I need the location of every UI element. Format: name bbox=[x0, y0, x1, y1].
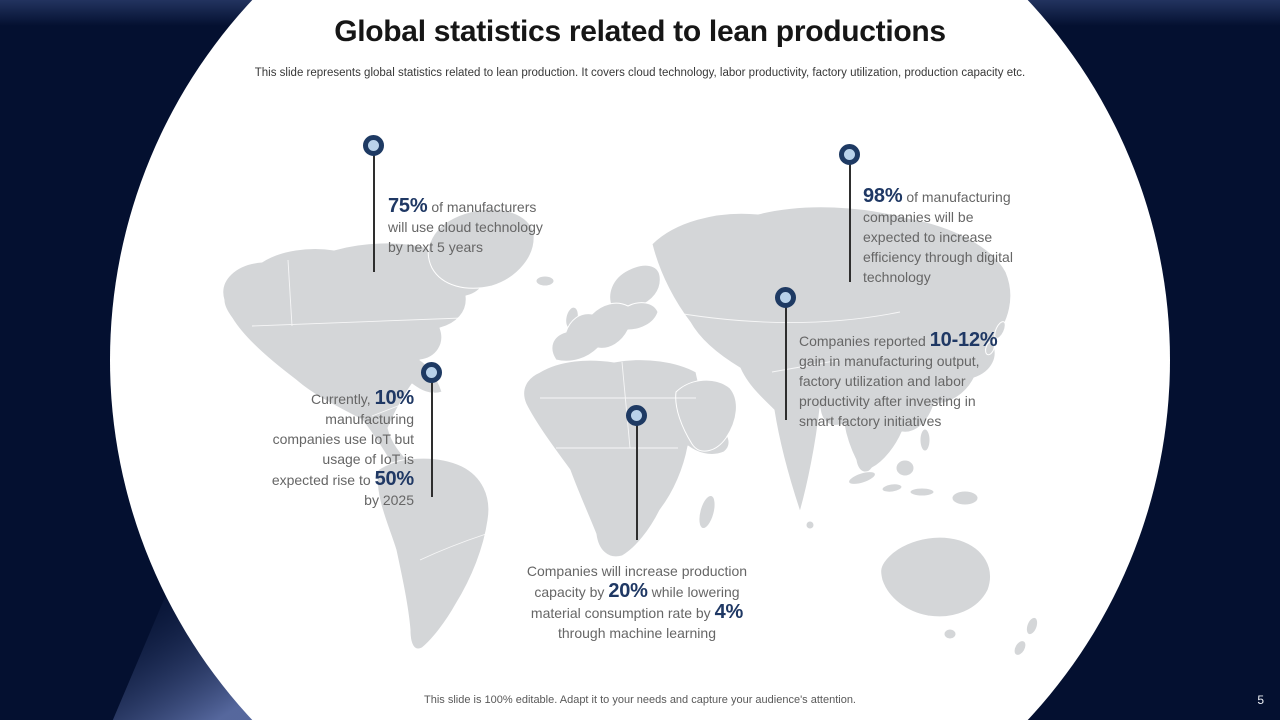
map-sri-lanka bbox=[805, 520, 815, 530]
map-iceland bbox=[535, 275, 555, 287]
stat-digital-efficiency: 98% of manufacturing companies will be e… bbox=[863, 166, 1053, 287]
stat-text: Companies will increase production capac… bbox=[526, 563, 748, 600]
map-greenland bbox=[427, 208, 535, 289]
stat-text: while lowering material consumption rate… bbox=[530, 584, 740, 621]
map-tasmania bbox=[943, 628, 957, 640]
stat-text: Companies reported bbox=[799, 333, 930, 349]
stat-iot-usage: Currently, 10% manufacturing companies u… bbox=[214, 368, 414, 510]
map-north-america bbox=[222, 242, 485, 489]
map-japan bbox=[994, 321, 1006, 339]
stat-cloud-technology: 75% of manufacturers will use cloud tech… bbox=[388, 176, 578, 257]
page-subtitle: This slide represents global statistics … bbox=[254, 67, 1026, 79]
stat-value: 10-12% bbox=[929, 329, 998, 351]
location-pin-icon bbox=[839, 144, 860, 165]
corner-gradient-wedge bbox=[112, 590, 257, 720]
location-pin-icon bbox=[421, 362, 442, 383]
location-pin-icon bbox=[363, 135, 384, 156]
map-madagascar bbox=[698, 494, 716, 530]
stat-value: 4% bbox=[714, 601, 744, 623]
map-australia bbox=[880, 536, 991, 618]
stat-value: 98% bbox=[863, 185, 903, 207]
map-europe bbox=[551, 302, 659, 362]
location-pin-icon bbox=[775, 287, 796, 308]
stat-value: 50% bbox=[374, 468, 415, 490]
pin-connector-line bbox=[636, 416, 638, 540]
stat-text: of manufacturing companies will be expec… bbox=[863, 189, 1013, 285]
map-new-zealand bbox=[1025, 616, 1039, 636]
pin-connector-line bbox=[785, 298, 787, 420]
pin-connector-line bbox=[849, 155, 851, 282]
stat-text: Currently, bbox=[311, 391, 375, 407]
footer-note: This slide is 100% editable. Adapt it to… bbox=[424, 694, 856, 706]
stat-text: of manufacturers will use cloud technolo… bbox=[388, 199, 543, 255]
map-asia bbox=[651, 206, 1012, 513]
page-title: Global statistics related to lean produc… bbox=[334, 15, 946, 48]
map-indonesia bbox=[848, 471, 876, 485]
stat-smart-factory: Companies reported 10-12% gain in manufa… bbox=[799, 310, 1039, 431]
pin-connector-line bbox=[431, 373, 433, 497]
world-map bbox=[222, 206, 1039, 656]
map-south-america bbox=[376, 457, 490, 650]
page-number: 5 bbox=[1257, 693, 1264, 707]
map-philippines bbox=[919, 428, 931, 452]
stat-text: gain in manufacturing output, factory ut… bbox=[799, 353, 980, 429]
map-new-guinea bbox=[951, 490, 979, 506]
pin-connector-line bbox=[373, 146, 375, 272]
stat-machine-learning: Companies will increase production capac… bbox=[497, 541, 777, 643]
stat-text: manufacturing companies use IoT but usag… bbox=[271, 411, 414, 488]
location-pin-icon bbox=[626, 405, 647, 426]
stat-value: 75% bbox=[388, 195, 428, 217]
stat-text: through machine learning bbox=[558, 625, 716, 641]
stat-text: by 2025 bbox=[364, 492, 414, 508]
stat-value: 20% bbox=[608, 580, 648, 602]
stat-value: 10% bbox=[374, 387, 415, 409]
